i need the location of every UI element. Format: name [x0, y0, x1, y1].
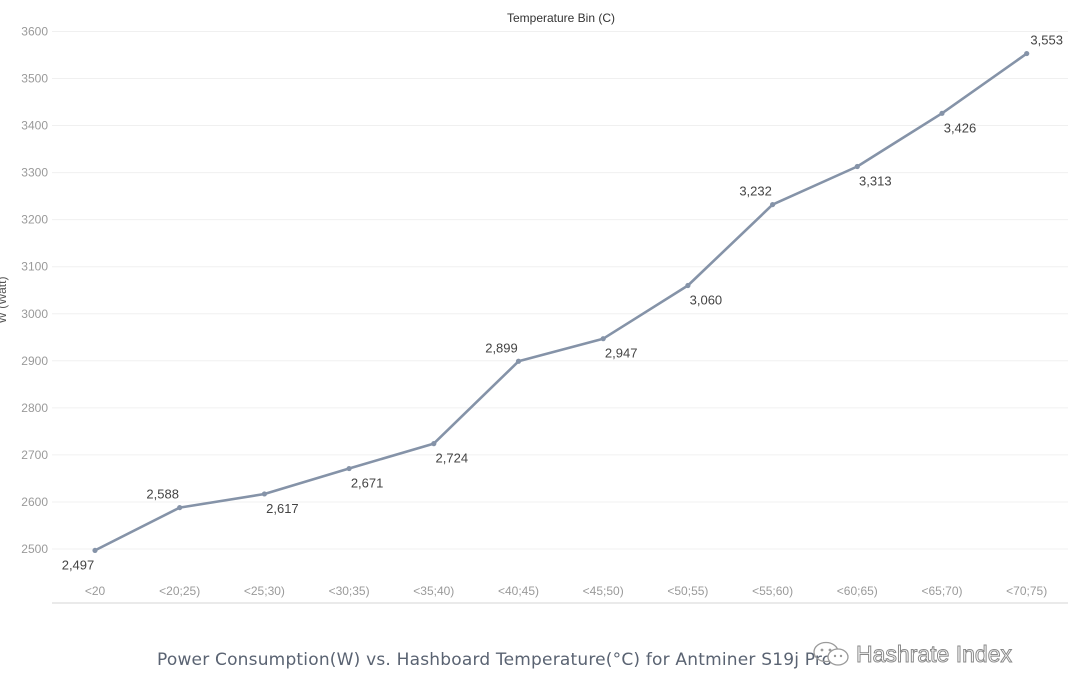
y-tick-label: 3400: [21, 119, 48, 133]
y-tick-label: 2900: [21, 354, 48, 368]
x-tick-label: <50;55): [667, 584, 708, 598]
watermark-text: Hashrate Index: [856, 640, 1013, 667]
x-tick-label: <45;50): [583, 584, 624, 598]
data-labels: 2,497 2,588 2,617 2,671 2,724 2,899 2,947 3,060…: [62, 33, 1063, 573]
data-point: [515, 358, 522, 364]
data-label: 2,724: [436, 451, 469, 466]
x-tick-label: <60;65): [837, 584, 878, 598]
chart-title: Temperature Bin (C): [507, 11, 615, 25]
x-tick-label: <30;35): [329, 584, 370, 598]
y-tick-label: 3000: [21, 307, 48, 321]
data-point: [685, 282, 691, 289]
x-tick-label: <20: [85, 584, 106, 598]
x-tick-label: <65;70): [921, 584, 962, 598]
data-point: [177, 504, 183, 511]
data-point: [770, 201, 776, 208]
x-tick-label: <25;30): [244, 584, 285, 598]
x-axis-ticks: <20 <20;25) <25;30) <30;35) <35;40) <40;45) <4…: [85, 584, 1047, 598]
data-point: [854, 163, 860, 170]
y-tick-label: 3600: [21, 24, 48, 38]
figure-caption: Power Consumption(W) vs. Hashboard Tempe…: [157, 650, 833, 670]
data-label: 3,232: [739, 184, 772, 199]
data-label: 2,588: [146, 487, 179, 502]
data-label: 3,426: [944, 120, 977, 135]
data-label: 2,899: [485, 340, 518, 355]
x-tick-label: <20;25): [159, 584, 200, 598]
y-tick-label: 2600: [21, 495, 48, 509]
series-line-group: [94, 52, 1028, 552]
data-point: [1024, 50, 1030, 57]
data-label: 3,553: [1030, 33, 1063, 48]
series-line: [94, 52, 1028, 552]
y-axis-ticks: 2500 2600 2700 2800 2900 3000 3100 3200 3300 3400…: [21, 24, 48, 556]
data-label: 2,671: [351, 476, 384, 491]
data-point: [261, 491, 267, 497]
y-tick-label: 3100: [21, 260, 48, 274]
y-tick-label: 3500: [21, 72, 48, 86]
data-label: 2,497: [62, 557, 95, 572]
y-tick-label: 3200: [21, 213, 48, 227]
watermark: Hashrate Index: [812, 640, 1012, 668]
data-points: [92, 50, 1030, 554]
data-label: 3,060: [690, 293, 723, 308]
y-tick-label: 2800: [21, 401, 48, 415]
data-label: 3,313: [859, 173, 892, 188]
y-tick-label: 2700: [21, 448, 48, 462]
data-point: [431, 441, 437, 447]
data-label: 2,617: [266, 501, 299, 516]
x-tick-label: <70;75): [1006, 584, 1047, 598]
data-label: 2,947: [605, 346, 638, 361]
x-tick-label: <40;45): [498, 584, 539, 598]
y-tick-label: 3300: [21, 166, 48, 180]
y-axis-title: W (Watt): [0, 277, 9, 324]
x-tick-label: <55;60): [752, 584, 793, 598]
wechat-icon: [813, 641, 849, 666]
data-point: [92, 547, 98, 554]
data-point: [939, 110, 945, 116]
x-tick-label: <35;40): [413, 584, 454, 598]
y-tick-label: 2500: [21, 542, 48, 556]
data-point: [600, 336, 606, 342]
data-point: [346, 465, 352, 472]
gridlines: [52, 30, 1068, 550]
